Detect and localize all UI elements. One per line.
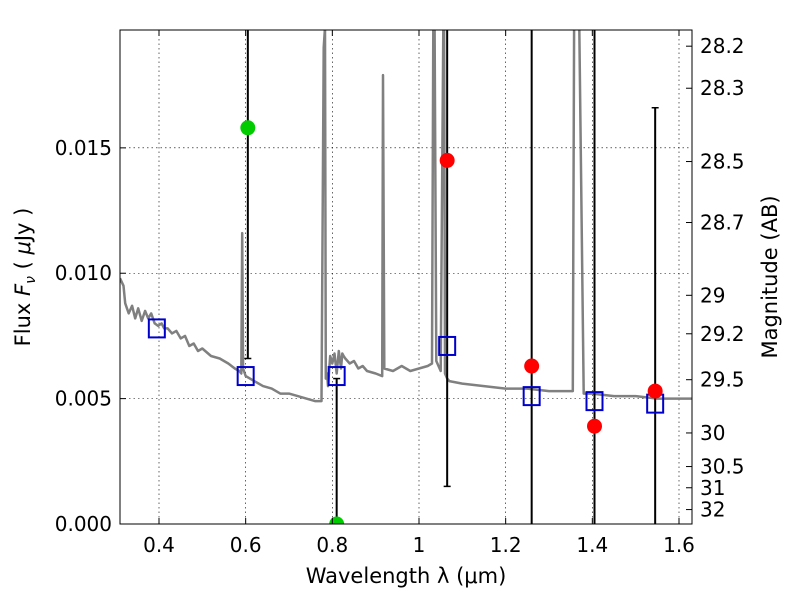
x-tick-label: 1.2 — [490, 533, 522, 557]
plot-frame — [119, 29, 693, 525]
data-point — [647, 383, 663, 399]
axis-ticks — [120, 30, 692, 525]
errorbar-layer — [244, 30, 659, 524]
y-tick-label: 0.010 — [55, 261, 112, 285]
mag-tick-label: 30 — [700, 421, 725, 445]
y-axis-title-left: Flux Fν ( μJy ) — [11, 208, 39, 347]
x-tick-label: 1.6 — [663, 533, 695, 557]
mag-tick-label: 32 — [700, 498, 725, 522]
mag-tick-label: 31 — [700, 476, 725, 500]
model-box — [522, 386, 541, 407]
data-point — [329, 516, 345, 524]
mag-tick-label: 29.5 — [700, 368, 745, 392]
data-point — [240, 120, 256, 136]
model-box — [236, 366, 255, 387]
data-point — [524, 358, 540, 374]
tick-labels: 0.4 0.6 0.8 1 1.2 1.4 1.6 0.000 0.005 0.010 0.015 2… — [55, 34, 745, 557]
spectrum-layer — [120, 30, 692, 403]
x-tick-label: 0.8 — [316, 533, 348, 557]
mag-tick-label: 29 — [700, 283, 725, 307]
model-box — [585, 391, 604, 412]
model-box — [147, 318, 166, 339]
spectrum-line — [120, 30, 692, 403]
y-axis-title-right: Magnitude (AB) — [758, 195, 782, 358]
model-box — [327, 366, 346, 387]
point-layer — [240, 120, 663, 524]
y-tick-label: 0.005 — [55, 387, 112, 411]
y-tick-label: 0.015 — [55, 136, 112, 160]
mag-tick-label: 28.2 — [700, 34, 745, 58]
mag-tick-label: 28.5 — [700, 150, 745, 174]
mag-tick-label: 28.3 — [700, 76, 745, 100]
x-tick-label: 1.4 — [576, 533, 608, 557]
model-box — [438, 335, 457, 356]
mag-tick-label: 28.7 — [700, 211, 745, 235]
x-tick-label: 0.6 — [230, 533, 262, 557]
x-tick-label: 0.4 — [143, 533, 175, 557]
mag-tick-label: 30.5 — [700, 455, 745, 479]
mag-tick-label: 29.2 — [700, 322, 745, 346]
data-point — [439, 152, 455, 168]
y-tick-label: 0.000 — [55, 512, 112, 536]
x-axis-title: Wavelength λ (μm) — [306, 564, 507, 588]
data-point — [587, 418, 602, 434]
x-tick-label: 1 — [413, 533, 426, 557]
